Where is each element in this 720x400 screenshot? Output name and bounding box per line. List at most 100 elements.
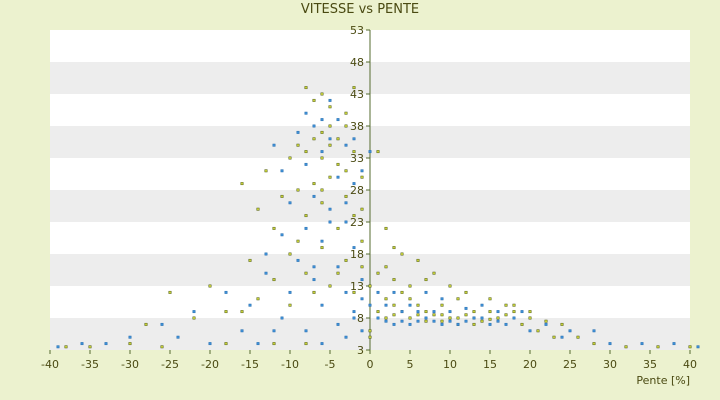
data-point [64,345,68,349]
data-point [320,188,324,192]
x-tick-label: -40 [41,358,59,371]
data-point [280,194,284,198]
data-point [368,303,372,307]
data-point [312,265,316,269]
x-tick-label: 10 [443,358,457,371]
data-point [528,310,532,314]
data-point [328,98,332,102]
data-point [320,303,324,307]
data-point [424,310,428,314]
data-point [488,297,492,301]
data-point [472,322,476,326]
data-point [488,310,492,314]
x-tick-label: 40 [683,358,697,371]
data-point [248,303,252,307]
data-point [576,335,580,339]
data-point [160,322,164,326]
data-point [280,233,284,237]
x-tick-label: 30 [603,358,617,371]
data-point [296,258,300,262]
data-point [400,310,404,314]
data-point [344,111,348,115]
data-point [672,342,676,346]
data-point [352,310,356,314]
data-point [496,319,500,323]
data-point [440,313,444,317]
data-point [640,342,644,346]
data-point [336,137,340,141]
data-point [432,310,436,314]
data-point [104,342,108,346]
data-point [128,335,132,339]
y-tick-label: 28 [350,184,364,197]
data-point [400,252,404,256]
data-point [416,313,420,317]
data-point [312,194,316,198]
x-tick-label: 0 [367,358,374,371]
data-point [344,143,348,147]
data-point [424,319,428,323]
data-point [312,278,316,282]
data-point [376,310,380,314]
x-tick-label: -35 [81,358,99,371]
x-axis-title: Pente [%] [636,374,690,387]
y-tick-label: 33 [350,152,364,165]
x-tick-label: -15 [241,358,259,371]
data-point [304,226,308,230]
data-point [320,92,324,96]
data-point [392,278,396,282]
data-point [408,316,412,320]
data-point [368,284,372,288]
data-point [392,303,396,307]
data-point [656,345,660,349]
data-point [360,329,364,333]
data-point [424,278,428,282]
data-point [520,322,524,326]
data-point [208,342,212,346]
data-point [304,162,308,166]
data-point [80,342,84,346]
data-point [392,313,396,317]
data-point [432,319,436,323]
data-point [320,156,324,160]
data-point [384,303,388,307]
data-point [440,303,444,307]
data-point [536,329,540,333]
data-point [416,258,420,262]
x-tick-label: 20 [523,358,537,371]
data-point [240,329,244,333]
data-point [296,130,300,134]
data-point [288,201,292,205]
data-point [464,319,468,323]
data-point [608,342,612,346]
data-point [336,162,340,166]
x-tick-label: 25 [563,358,577,371]
data-point [448,284,452,288]
data-point [304,214,308,218]
data-point [624,345,628,349]
data-point [360,169,364,173]
data-point [344,169,348,173]
data-point [352,86,356,90]
data-point [296,188,300,192]
data-point [176,335,180,339]
x-tick-label: -30 [121,358,139,371]
data-point [424,290,428,294]
data-point [512,303,516,307]
data-point [280,169,284,173]
data-point [304,329,308,333]
data-point [328,220,332,224]
data-point [416,310,420,314]
data-point [424,316,428,320]
x-tick-label: 5 [407,358,414,371]
y-tick-label: 18 [350,248,364,261]
y-tick-label: 53 [350,24,364,37]
data-point [304,111,308,115]
data-point [456,297,460,301]
data-point [312,98,316,102]
data-point [288,290,292,294]
data-point [448,310,452,314]
data-point [88,345,92,349]
data-point [272,226,276,230]
data-point [288,303,292,307]
